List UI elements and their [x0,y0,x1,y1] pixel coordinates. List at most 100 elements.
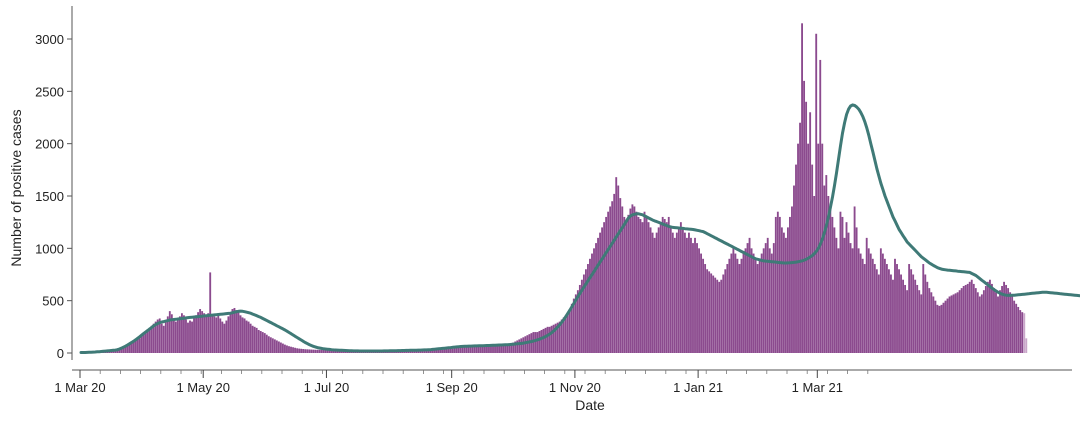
case-bar [417,350,420,353]
case-bar [451,348,454,353]
case-bar [536,332,539,353]
case-bar [809,112,812,354]
case-bar [211,315,214,353]
case-bar [275,340,278,353]
case-bar [421,350,424,353]
case-bar [554,323,557,353]
case-bar [849,243,852,353]
case-bar [578,284,581,353]
case-bar [673,237,676,353]
case-bar [702,258,705,353]
case-bar [744,248,747,353]
case-bar [560,319,563,353]
case-bar [752,253,755,353]
case-bar [829,206,832,353]
case-bar [591,253,593,353]
case-bar [225,320,228,353]
case-bar [625,222,628,353]
case-bar [807,143,810,353]
case-bar [154,321,157,353]
case-bar [762,248,765,353]
case-bar [328,350,331,353]
case-bar [1017,306,1020,353]
case-bar [995,292,997,353]
case-bar [500,344,503,353]
case-bar [300,348,303,353]
case-bar [607,211,610,353]
case-bar [857,248,860,353]
case-bar [479,345,482,353]
case-bar [243,318,246,353]
case-bar [213,316,216,353]
case-bar [948,296,951,353]
case-bar [506,344,509,353]
case-bar [585,269,587,353]
case-bar [233,307,236,353]
case-bar [972,283,975,353]
case-bar [613,193,616,353]
case-bar [122,346,125,353]
case-bar [340,350,343,353]
case-bar [888,269,890,353]
smoothed-line-path [79,103,1080,354]
case-bar [665,222,668,353]
case-bar [978,296,981,353]
case-bar [688,232,690,353]
case-bar [475,346,478,353]
case-bar [601,227,604,353]
case-bar [150,325,153,353]
case-bar [267,336,270,353]
case-bar [273,339,276,353]
case-bar [516,340,519,353]
x-axis-title: Date [575,397,605,413]
case-bar [449,348,452,353]
case-bar [160,323,163,353]
case-bar [780,227,783,353]
case-bar [681,227,684,353]
case-bar [813,196,816,353]
case-bar [217,313,220,353]
case-bar [152,323,155,353]
case-bar [740,258,743,353]
case-bar [984,286,987,353]
case-bar [134,340,137,353]
case-bar [277,341,280,353]
case-bar [237,312,240,353]
case-bar [671,232,674,353]
case-bar [819,59,822,353]
x-axis: 1 Mar 20 1 May 20 1 Jul 20 1 Sep 20 1 Nov 20… [54,369,1072,395]
case-bar [304,349,307,353]
case-bar [508,343,511,353]
case-bar [132,341,135,353]
case-bar [928,288,931,353]
case-bar [168,311,171,353]
case-bar [997,296,999,353]
case-bar [473,346,476,353]
case-bar [530,333,533,353]
case-bar [518,339,521,353]
case-bar [251,325,254,353]
case-bar [734,253,737,353]
case-bar [245,320,248,353]
case-bar [837,248,840,353]
case-bar [958,290,961,353]
case-bar [970,279,973,353]
case-bar [544,327,547,353]
case-bar [1011,296,1014,353]
case-bar [572,298,575,353]
case-bar [879,248,882,353]
case-bar [191,321,193,353]
case-bar [286,345,288,353]
case-bar [427,350,430,353]
case-bar [330,350,333,353]
case-bar [310,349,313,353]
case-bar [528,334,531,353]
case-bar [675,232,678,353]
case-bar [758,258,761,353]
case-bar [1005,284,1008,353]
case-bar [197,312,200,353]
case-bar [890,274,892,353]
case-bar [265,334,268,353]
case-bar [453,348,456,353]
case-bar [639,219,642,353]
